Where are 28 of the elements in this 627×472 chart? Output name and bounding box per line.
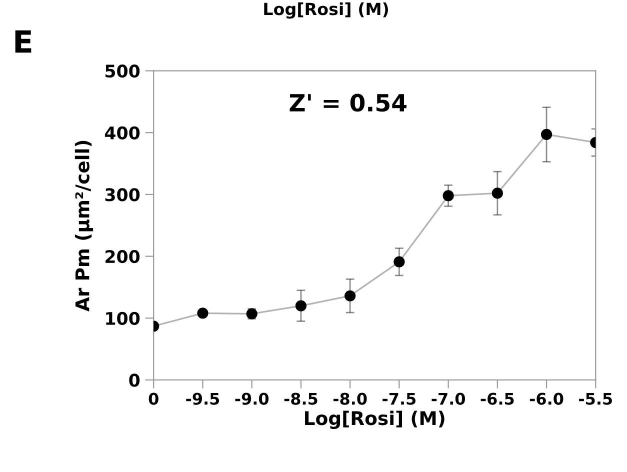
point	[442, 190, 454, 202]
y-tick-label: 200	[106, 250, 140, 264]
x-tick-label: -7.5	[382, 392, 416, 405]
x-tick-label: -8.5	[284, 392, 318, 405]
x-tick-label: -6.0	[530, 392, 564, 405]
point	[492, 188, 503, 199]
x-tick-label: -7.0	[432, 392, 466, 405]
point	[197, 308, 208, 319]
y-tick-label: 400	[104, 126, 140, 140]
x-tick-label: -9.0	[235, 392, 269, 405]
y-axis-title: Ar Pm (µm²/cell)	[74, 140, 94, 312]
y-tick-label: 0	[129, 374, 140, 387]
y-tick-label: 100	[106, 312, 140, 325]
x-tick-label: -6.5	[480, 392, 514, 405]
text: E	[15, 30, 32, 53]
point	[394, 256, 405, 268]
x-tick-label: 0	[148, 392, 158, 405]
y-tick-label: 300	[105, 188, 140, 202]
x-axis-title: Log[Rosi] (M)	[305, 410, 444, 429]
point	[344, 290, 356, 302]
annotation: Z' = 0.54	[290, 94, 406, 112]
y-tick-label: 500	[106, 64, 140, 78]
point	[295, 300, 307, 312]
x-tick-label: -5.5	[579, 392, 612, 405]
text: Log[Rosi] (M)	[264, 2, 388, 19]
point	[540, 128, 552, 140]
x-tick-label: -9.5	[186, 392, 220, 405]
x-tick-label: -8.0	[333, 392, 367, 405]
